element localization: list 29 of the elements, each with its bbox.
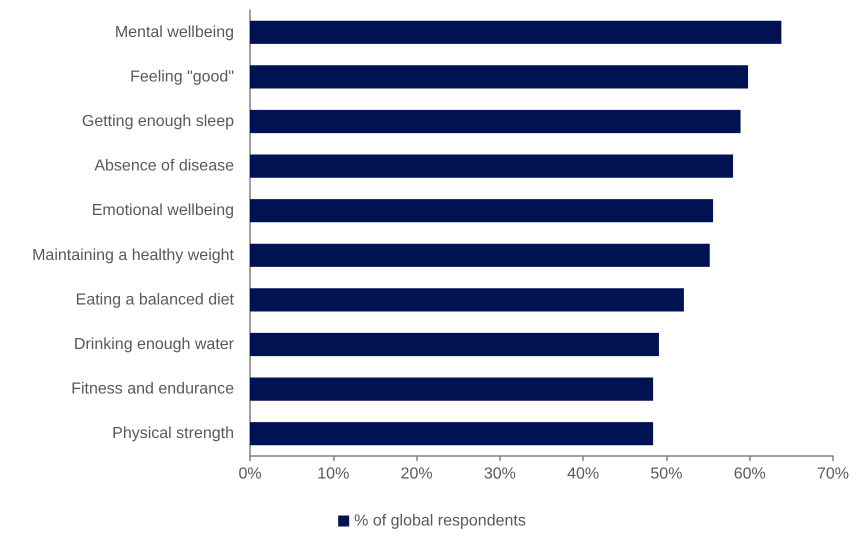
legend-label: % of global respondents: [354, 512, 526, 530]
bar: [250, 110, 741, 134]
bar: [250, 422, 654, 446]
y-tick-label: Eating a balanced diet: [76, 291, 235, 308]
y-tick-label: Mental wellbeing: [114, 24, 234, 41]
y-tick-label: Maintaining a healthy weight: [32, 246, 235, 264]
bar: [250, 154, 734, 178]
bar: [250, 20, 782, 44]
bar: [250, 378, 654, 401]
x-tick-label: 0%: [238, 466, 262, 482]
x-tick-label: 30%: [484, 466, 516, 482]
bar: [250, 65, 748, 88]
bar: [250, 288, 684, 312]
x-tick-label: 20%: [400, 466, 433, 482]
x-tick-label: 70%: [816, 466, 850, 482]
x-tick-label: 40%: [567, 466, 600, 482]
y-tick-label: Absence of disease: [94, 158, 234, 175]
y-tick-label: Physical strength: [112, 425, 234, 442]
y-tick-label: Feeling "good": [130, 68, 234, 86]
bar: [250, 199, 714, 222]
bar: [250, 332, 659, 356]
bar: [250, 244, 710, 267]
y-tick-label: Fitness and endurance: [71, 380, 234, 398]
x-tick-label: 50%: [650, 466, 682, 482]
y-tick-label: Emotional wellbeing: [92, 202, 234, 220]
x-tick-label: 10%: [317, 466, 350, 482]
y-tick-label: Getting enough sleep: [82, 113, 234, 130]
x-tick-label: 60%: [734, 466, 766, 482]
y-tick-label: Drinking enough water: [74, 336, 235, 353]
